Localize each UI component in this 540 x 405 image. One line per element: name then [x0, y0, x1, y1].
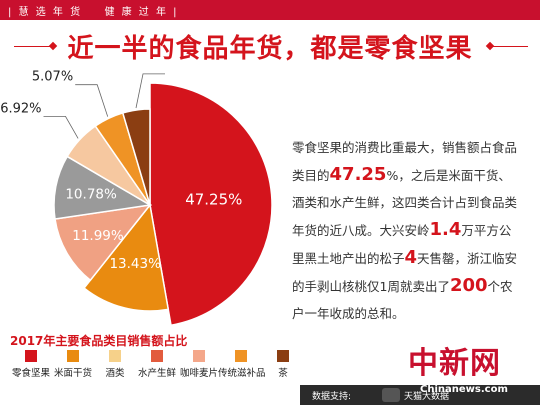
legend-item-1: 零食坚果	[8, 350, 54, 379]
source-bar: 数据支持: 天猫大数据	[300, 385, 540, 405]
legend-swatch	[25, 350, 37, 362]
description-number-farmers: 200	[449, 275, 488, 296]
slice-value-label-5: 6.92%	[0, 101, 41, 116]
legend-item-4: 水产生鲜	[134, 350, 180, 379]
description-number-share: 47.25	[329, 164, 387, 185]
title-divider-left	[14, 46, 50, 47]
pie-slice-1	[149, 82, 273, 327]
legend-swatch	[151, 350, 163, 362]
description-number-days: 4	[404, 247, 418, 268]
leader-line-6	[75, 84, 109, 117]
legend-label: 传统滋补品	[218, 368, 266, 379]
legend-item-7: 茶	[260, 350, 306, 379]
legend-label: 米面干货	[53, 368, 92, 379]
legend-item-6: 传统滋补品	[218, 350, 266, 379]
description-part-1: 零食坚果的消费比重最大，销售额占食品类目的	[292, 140, 518, 183]
legend-swatch	[235, 350, 247, 362]
pie-chart: 47.25% 13.43% 11.99% 10.78% 6.92% 5.07% 4.57%	[0, 70, 273, 327]
legend-label: 酒类	[105, 368, 125, 379]
legend-swatch	[67, 350, 79, 362]
slice-value-label-1: 47.25%	[185, 191, 242, 209]
slice-value-label-3: 11.99%	[72, 228, 124, 244]
slice-value-label-7: 4.57%	[167, 70, 208, 74]
leader-line-7	[135, 73, 165, 109]
description-part-4: 天售罄，浙江临安的手剥山核桃仅1周就卖出了	[292, 251, 518, 294]
description-part-2: %，之后是米面干货、酒类和水产生鲜，这四类合计占到食品类年货的近八成。大兴安岭	[292, 168, 518, 238]
legend-label: 水产生鲜	[137, 368, 176, 379]
legend-item-3: 酒类	[92, 350, 138, 379]
legend-swatch	[193, 350, 205, 362]
description-text: 零食坚果的消费比重最大，销售额占食品类目的47.25%，之后是米面干货、酒类和水…	[292, 134, 520, 327]
pie-slice-2	[83, 203, 170, 312]
pie-slice-3	[54, 203, 152, 282]
legend-swatch	[277, 350, 289, 362]
tmall-logo-icon	[382, 388, 400, 402]
legend-label: 咖啡麦片	[179, 368, 218, 379]
watermark-logo: 中新网	[408, 346, 501, 381]
page-title: 近一半的食品年货，都是零食坚果	[67, 34, 473, 64]
description-part-5: 个农户一年收成的总和。	[292, 279, 513, 321]
legend-swatch	[109, 350, 121, 362]
legend-item-2: 米面干货	[50, 350, 96, 379]
legend-item-5: 咖啡麦片	[176, 350, 222, 379]
legend-label: 茶	[278, 368, 288, 379]
source-brand: 天猫大数据	[404, 392, 450, 402]
header-banner-label: | 慧 选 年 货 健 康 过 年 |	[8, 7, 179, 18]
header-banner: | 慧 选 年 货 健 康 过 年 |	[0, 0, 540, 20]
description-number-area: 1.4	[429, 219, 462, 240]
legend-title: 2017年主要食品类目销售额占比	[10, 334, 188, 348]
slice-value-label-2: 13.43%	[109, 256, 161, 272]
slice-value-label-6: 5.07%	[32, 70, 73, 85]
legend-label: 零食坚果	[11, 368, 50, 379]
leader-line-5	[43, 116, 79, 139]
title-divider-right	[492, 46, 528, 47]
slice-value-label-4: 10.78%	[65, 187, 117, 203]
description-part-3: 万平方公里黑土地产出的松子	[292, 223, 512, 266]
pie-slice-7	[121, 108, 151, 206]
source-label: 数据支持:	[312, 392, 352, 402]
watermark-url: Chinanews.com	[420, 384, 508, 395]
